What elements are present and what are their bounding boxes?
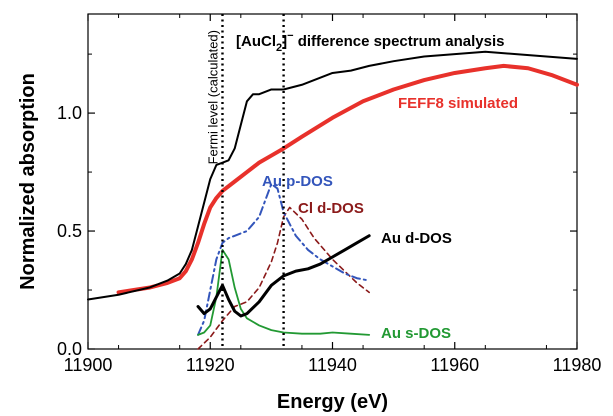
y-tick-label: 0.5 [57,221,82,241]
difference-spectrum-annotation: [AuCl2]− difference spectrum analysis [236,30,505,54]
x-tick-label: 11980 [553,355,602,375]
series-label-cl-d-dos: Cl d-DOS [298,200,364,217]
series-label-feff8-simulated: FEFF8 simulated [398,95,518,112]
annotation-text: difference spectrum analysis [294,33,505,50]
series-label-au-d-dos: Au d-DOS [381,230,452,247]
fermi-level-label: Fermi level (calculated) [205,30,220,164]
series-label-au-s-dos: Au s-DOS [381,325,451,342]
y-tick-label: 0.0 [57,339,82,359]
annotation-prefix: [AuCl [236,33,276,50]
y-axis-title: Normalized absorption [17,73,39,290]
y-tick-label: 1.0 [57,103,82,123]
x-axis-title: Energy (eV) [277,391,388,413]
series-line-4 [198,236,369,316]
x-tick-label: 11920 [186,355,235,375]
x-tick-label: 11940 [308,355,357,375]
series-label-au-p-dos: Au p-DOS [262,173,333,190]
x-tick-label: 11960 [430,355,479,375]
